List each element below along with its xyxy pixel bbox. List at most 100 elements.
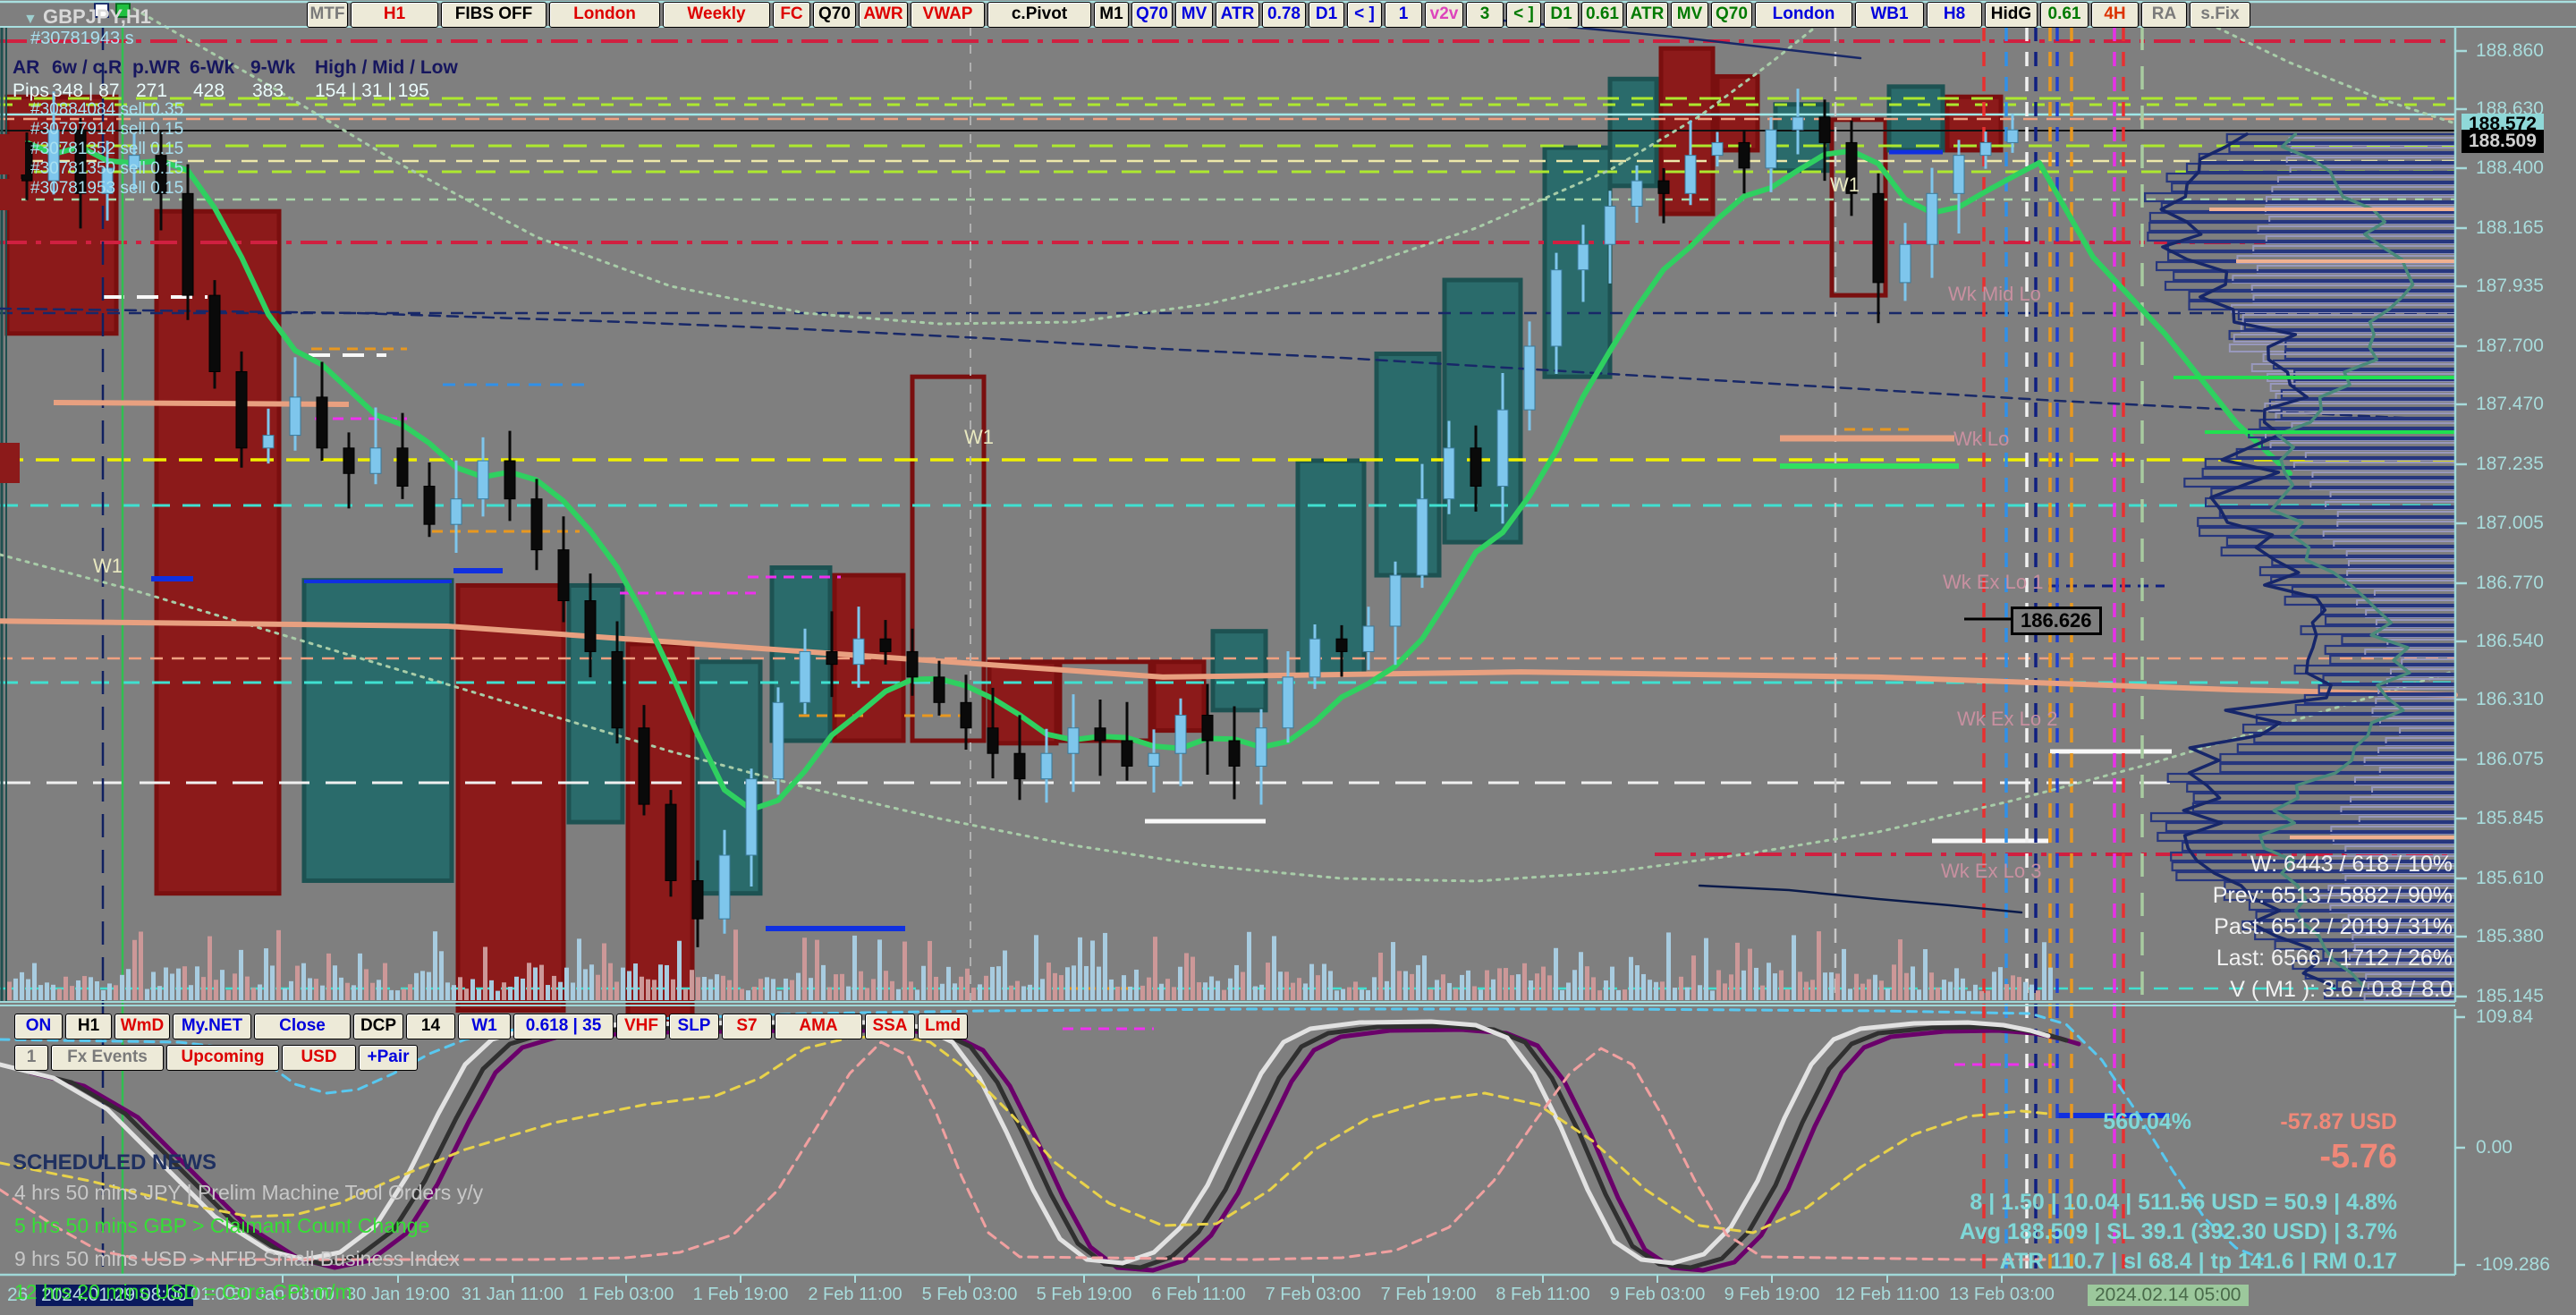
order-label: #30884084 sell 0.35 <box>30 100 184 119</box>
price-tick-label: 186.310 <box>2476 689 2544 709</box>
stats-value: 428 <box>193 81 225 101</box>
volume-stat-line: Last: 6566 / 1712 / 26% <box>2216 946 2453 971</box>
stats-value: Pips <box>13 81 49 101</box>
volume-stat-line: V ( M1 ): 3.6 / 0.8 / 8.0 <box>2230 977 2453 1002</box>
bottom-button-upcoming[interactable]: Upcoming <box>166 1045 279 1071</box>
top-button--[interactable]: < ] <box>1347 2 1382 28</box>
price-tick-label: 187.470 <box>2476 394 2544 414</box>
bottom-button-0-618-35[interactable]: 0.618 | 35 <box>513 1014 614 1039</box>
stats-header: p.WR <box>132 57 181 78</box>
bottom-button-14[interactable]: 14 <box>406 1014 455 1039</box>
top-button-s-fix[interactable]: s.Fix <box>2190 2 2250 28</box>
top-button-london[interactable]: London <box>1755 2 1852 28</box>
bottom-button-my-net[interactable]: My.NET <box>173 1014 251 1039</box>
floating-pnl-usd: -57.87 USD <box>2280 1109 2397 1134</box>
bottom-button-h1[interactable]: H1 <box>65 1014 112 1039</box>
news-item: 4 hrs 50 mins JPY | Prelim Machine Tool … <box>14 1181 484 1204</box>
top-button-mtf[interactable]: MTF <box>307 2 348 28</box>
bottom-button-vhf[interactable]: VHF <box>616 1014 666 1039</box>
top-button-h1[interactable]: H1 <box>351 2 438 28</box>
symbol-label: GBPJPY,H1 <box>42 5 152 28</box>
time-tick-label: 30 Jan 03:00 <box>231 1285 335 1304</box>
top-button-mv[interactable]: MV <box>1671 2 1708 28</box>
top-button-q70[interactable]: Q70 <box>1711 2 1752 28</box>
news-item: 9 hrs 50 mins USD > NFIB Small Business … <box>14 1247 460 1270</box>
price-tick-label: 186.075 <box>2476 749 2544 769</box>
bottom-button-on[interactable]: ON <box>14 1014 63 1039</box>
stats-value: 271 <box>136 81 168 101</box>
top-button-vwap[interactable]: VWAP <box>911 2 985 28</box>
order-label: #30781953 sell 0.15 <box>30 179 184 198</box>
price-tick-label: 185.610 <box>2476 868 2544 888</box>
bottom-button--pair[interactable]: +Pair <box>359 1045 418 1071</box>
bottom-button-ama[interactable]: AMA <box>775 1014 862 1039</box>
bottom-button-close[interactable]: Close <box>254 1014 351 1039</box>
stats-header: 6-Wk <box>190 57 235 78</box>
top-button-atr[interactable]: ATR <box>1216 2 1259 28</box>
top-button-fc[interactable]: FC <box>773 2 810 28</box>
price-tick-label: 188.165 <box>2476 217 2544 238</box>
time-tick-label: 13 Feb 03:00 <box>1949 1285 2055 1304</box>
top-button-q70[interactable]: Q70 <box>813 2 856 28</box>
price-tick-label: 187.235 <box>2476 454 2544 474</box>
price-callout-label[interactable]: 186.626 <box>2011 607 2102 635</box>
weekly-level-label: Wk Mid Lo <box>1948 283 2041 305</box>
top-button-3[interactable]: 3 <box>1466 2 1504 28</box>
bottom-button-fx-events[interactable]: Fx Events <box>51 1045 164 1071</box>
bottom-button-1[interactable]: 1 <box>14 1045 48 1071</box>
top-button-q70[interactable]: Q70 <box>1131 2 1173 28</box>
bottom-toolbar-row1: ON H1 WmD My.NET Close DCP 14 W1 0.618 | 35 VHF SL… <box>14 1014 968 1039</box>
symbol-title[interactable]: ▼ GBPJPY,H1 <box>23 5 151 29</box>
bottom-button-usd[interactable]: USD <box>282 1045 356 1071</box>
stats-header: 6w / c.R <box>52 57 123 78</box>
bottom-toolbar-row2: 1 Fx Events Upcoming USD +Pair <box>14 1045 418 1071</box>
news-item: 12 hrs 20 mins USD = Core CPI m/m <box>14 1280 352 1303</box>
top-button-m1[interactable]: M1 <box>1094 2 1129 28</box>
top-button-mv[interactable]: MV <box>1175 2 1213 28</box>
top-button-0-61[interactable]: 0.61 <box>1581 2 1623 28</box>
price-tick-label: 187.935 <box>2476 276 2544 296</box>
top-button-hidg[interactable]: HidG <box>1985 2 2038 28</box>
position-summary-row: 8 | 1.50 | 10.04 | 511.56 USD = 50.9 | 4… <box>1970 1190 2397 1215</box>
bottom-button-wmd[interactable]: WmD <box>114 1014 170 1039</box>
weekly-level-label: Wk Ex Lo 1 <box>1943 571 2044 593</box>
top-button-c-pivot[interactable]: c.Pivot <box>987 2 1091 28</box>
order-label: #30781352 sell 0.15 <box>30 140 184 158</box>
top-button-london[interactable]: London <box>549 2 660 28</box>
top-button-wb1[interactable]: WB1 <box>1855 2 1924 28</box>
weekly-level-label: Wk Lo <box>1953 428 2010 450</box>
bottom-button-dcp[interactable]: DCP <box>353 1014 403 1039</box>
top-button-h8[interactable]: H8 <box>1927 2 1982 28</box>
bottom-button-w1[interactable]: W1 <box>458 1014 511 1039</box>
time-tick-label: 8 Feb 11:00 <box>1496 1285 1590 1304</box>
bid-price-label: 188.509 <box>2462 130 2544 153</box>
top-button-weekly[interactable]: Weekly <box>663 2 770 28</box>
top-button-awr[interactable]: AWR <box>859 2 908 28</box>
bottom-button-ssa[interactable]: SSA <box>865 1014 915 1039</box>
weekly-level-label: Wk Ex Lo 2 <box>1957 708 2058 730</box>
top-button-d1[interactable]: D1 <box>1544 2 1579 28</box>
bottom-button-slp[interactable]: SLP <box>669 1014 719 1039</box>
time-tick-label: 2 Feb 11:00 <box>808 1285 902 1304</box>
top-button-1[interactable]: 1 <box>1385 2 1422 28</box>
top-button-atr[interactable]: ATR <box>1626 2 1668 28</box>
time-tick-label: 01:00 <box>190 1285 236 1304</box>
top-button-0-61[interactable]: 0.61 <box>2040 2 2089 28</box>
top-button--[interactable]: < ] <box>1506 2 1541 28</box>
bottom-button-s7[interactable]: S7 <box>722 1014 772 1039</box>
top-button-ra[interactable]: RA <box>2141 2 2187 28</box>
bottom-button-lmd[interactable]: Lmd <box>918 1014 968 1039</box>
top-button-d1[interactable]: D1 <box>1309 2 1344 28</box>
price-tick-label: 109.84 <box>2476 1006 2534 1027</box>
w1-marker-label: W1 <box>964 426 994 448</box>
top-button-4h[interactable]: 4H <box>2091 2 2139 28</box>
price-tick-label: 186.770 <box>2476 573 2544 593</box>
stats-header: 9-Wk <box>250 57 296 78</box>
price-tick-label: 188.860 <box>2476 40 2544 61</box>
top-button-0-78[interactable]: 0.78 <box>1262 2 1306 28</box>
top-button-v2v[interactable]: v2v <box>1425 2 1463 28</box>
top-button-fibs-off[interactable]: FIBS OFF <box>441 2 547 28</box>
time-tick-label: 30 Jan 19:00 <box>346 1285 450 1304</box>
atr-row: ATR 110.7 | sl 68.4 | tp 141.6 | RM 0.17 <box>1999 1249 2397 1274</box>
